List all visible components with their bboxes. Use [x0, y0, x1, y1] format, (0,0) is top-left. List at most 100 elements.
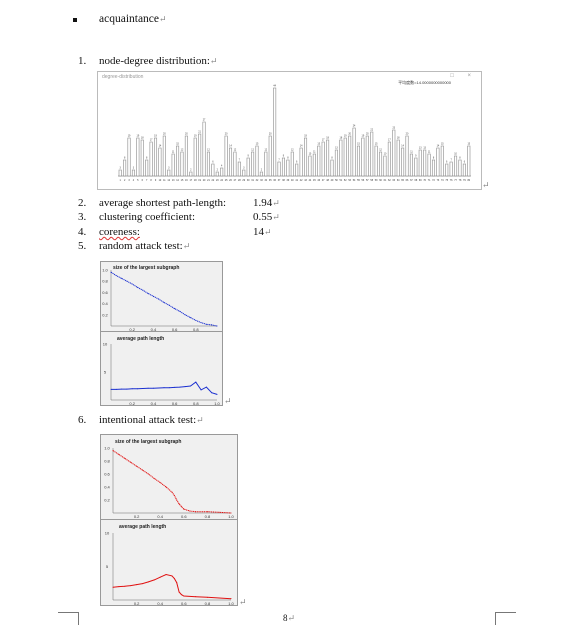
x-tick-label: 41	[295, 179, 298, 182]
random-path-panel: average path length 10 5 0.2 0.4 0.6 0.8 1.0	[100, 331, 223, 406]
data-point	[159, 576, 161, 578]
bar-value-label: 8	[331, 157, 333, 160]
bar	[202, 121, 206, 177]
x-tick-label: 8	[150, 179, 152, 182]
x-tick-label: 11	[163, 179, 166, 182]
data-point	[173, 494, 175, 496]
data-point	[190, 317, 191, 319]
x-tick-label: 0.4	[151, 401, 157, 405]
x-tick-label: 77	[454, 179, 457, 182]
bar-value-label: 44	[273, 85, 276, 88]
data-point	[158, 298, 160, 300]
paragraph-mark: ↵	[239, 597, 247, 607]
y-tick-label: 0.2	[102, 312, 108, 317]
bar-value-label: 13	[335, 147, 338, 150]
bar-value-label: 3	[133, 167, 135, 170]
series-line	[110, 271, 218, 327]
bar	[423, 149, 427, 177]
data-point	[152, 295, 154, 297]
data-point	[153, 478, 155, 480]
bar-value-label: 19	[128, 135, 131, 138]
bar-value-label: 23	[392, 127, 395, 130]
bar	[379, 151, 383, 177]
x-tick-label: 68	[415, 179, 418, 182]
data-point	[163, 301, 165, 303]
x-tick-label: 29	[242, 179, 245, 182]
bar-value-label: 6	[212, 161, 214, 164]
x-tick-label: 17	[189, 179, 192, 182]
bar-value-label: 20	[366, 133, 369, 136]
data-point	[218, 597, 220, 599]
data-point	[171, 491, 173, 493]
x-tick-label: 32	[256, 179, 259, 182]
x-tick-label: 0.2	[129, 401, 135, 405]
y-tick-label: 10	[103, 342, 108, 347]
y-tick-label: 0.6	[102, 290, 108, 295]
x-tick-label: 70	[423, 179, 426, 182]
bar-value-label: 19	[194, 135, 197, 138]
x-tick-label: 52	[344, 179, 347, 182]
bar-value-label: 6	[446, 161, 448, 164]
bar	[206, 151, 210, 177]
bar-value-label: 13	[423, 147, 426, 150]
bar-value-label: 3	[243, 167, 245, 170]
x-tick-label: 0.8	[193, 401, 199, 405]
y-tick-label: 10	[105, 531, 110, 536]
bar-value-label: 8	[287, 157, 289, 160]
bar	[193, 137, 197, 177]
bar	[158, 147, 162, 177]
x-tick-label: 12	[167, 179, 170, 182]
bar-value-label: 7	[239, 159, 241, 162]
x-tick-label: 2	[124, 179, 126, 182]
data-point	[147, 387, 149, 389]
data-point	[165, 486, 167, 488]
x-tick-label: 26	[229, 179, 232, 182]
bar	[198, 133, 202, 177]
x-tick-label: 42	[300, 179, 303, 182]
x-tick-label: 18	[194, 179, 197, 182]
bar	[273, 87, 277, 177]
bar	[356, 145, 360, 177]
bar-value-label: 6	[464, 161, 466, 164]
bar	[462, 163, 466, 177]
chart-title: average path length	[117, 336, 165, 342]
data-point	[183, 595, 185, 597]
bar-value-label: 19	[137, 135, 140, 138]
bar-value-label: 3	[168, 167, 170, 170]
bar	[436, 147, 440, 177]
x-tick-label: 48	[326, 179, 329, 182]
data-point	[218, 511, 220, 513]
bar	[361, 137, 365, 177]
x-tick-label: 31	[251, 179, 254, 182]
bar-value-label: 20	[348, 133, 351, 136]
data-point	[195, 511, 197, 513]
data-point	[159, 481, 161, 483]
bar	[383, 155, 387, 177]
y-tick-label: 0.2	[104, 498, 110, 503]
x-tick-label: 62	[388, 179, 391, 182]
random-size-chart: 1.0 0.8 0.6 0.4 0.2 0.2 0.4 0.6 0.8	[102, 268, 218, 331]
item-label: average shortest path-length:	[99, 197, 227, 209]
bar	[153, 137, 158, 177]
bar-value-label: 18	[339, 137, 342, 140]
bar	[215, 171, 219, 177]
data-point	[110, 271, 112, 273]
data-point	[195, 319, 197, 321]
chart-title: average path length	[119, 524, 167, 530]
item-value: 14↵	[253, 226, 272, 238]
window-controls[interactable]: □ ×	[450, 73, 477, 79]
bar-value-label: 8	[459, 157, 461, 160]
bar	[149, 141, 153, 177]
bar	[131, 169, 135, 177]
x-tick-label: 0.6	[181, 514, 187, 519]
bar	[290, 151, 294, 177]
data-point	[195, 596, 197, 598]
bar	[220, 167, 224, 177]
data-point	[153, 579, 155, 581]
bar	[304, 137, 308, 177]
degree-bar-chart: 3182193341951868717819914102011312111315…	[118, 85, 471, 182]
x-tick-label: 16	[185, 179, 188, 182]
data-point	[165, 574, 167, 576]
x-tick-label: 28	[238, 179, 241, 182]
bar	[140, 139, 144, 177]
